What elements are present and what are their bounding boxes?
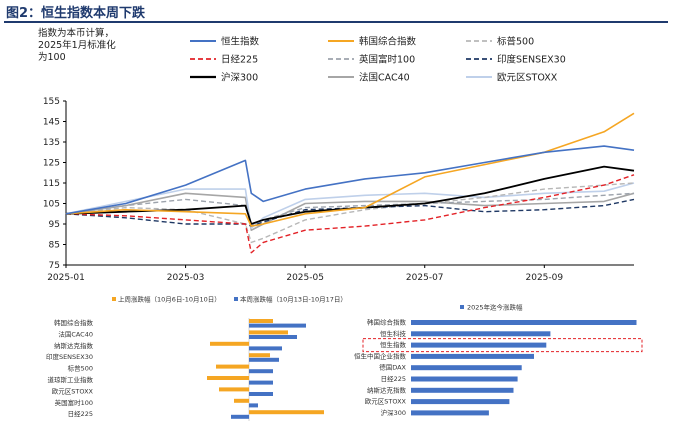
left-bar [231,414,249,419]
left-bar [249,335,297,339]
series-line-6 [65,165,635,225]
left-bar-category: 标普500 [68,364,93,373]
left-bar [249,330,288,335]
left-bar [249,380,273,385]
right-legend-entry: 2025年迄今涨跌幅 [467,303,523,312]
legend-entry: 标普500 [497,36,534,48]
x-tick-label: 2025-09 [526,273,564,283]
legend-entry: 韩国综合指数 [359,36,417,48]
right-bar [411,410,489,416]
right-bar-category: 沪深300 [381,408,406,417]
left-bar-category: 道琼斯工业指数 [48,375,94,384]
left-bar [234,398,249,403]
y-tick-label: 155 [43,97,60,107]
series-line-4 [65,192,635,225]
x-tick-label: 2025-01 [47,273,85,283]
right-bar [411,376,518,382]
legend-entry: 日经225 [221,54,258,66]
left-bar [249,403,258,408]
left-bar-category: 日经225 [68,409,93,418]
y-tick-label: 85 [49,241,60,251]
right-bar-category: 日经225 [381,374,406,383]
right-bar-category: 恒生科技 [380,329,407,338]
figure-title: 图2：恒生指数本周下跌 [6,6,146,21]
highlight-box [362,338,643,353]
legend-entry: 印度SENSEX30 [497,54,566,66]
right-bar [411,387,514,393]
right-bar [411,320,637,325]
left-legend-swatch [234,297,238,301]
legend-entry: 沪深300 [221,72,258,84]
right-bar-category: 德国DAX [379,363,406,372]
x-tick-label: 2025-07 [406,273,444,283]
series-line-8 [65,182,635,229]
series-line-1 [65,112,635,227]
left-bar-category: 欧元区STOXX [52,386,94,395]
left-legend-entry: 本周涨跌幅（10月13日-10月17日） [240,295,347,304]
x-tick-label: 2025-03 [167,273,205,283]
y-axis-label-line: 指数为本币计算， [38,27,114,39]
left-bar [216,364,249,369]
series-line-3 [65,174,635,254]
y-tick-label: 135 [43,138,60,148]
series-line-0 [65,145,635,215]
x-tick-label: 2025-05 [286,273,324,283]
left-bar [249,323,306,328]
left-bar [207,376,249,380]
left-bar [219,387,249,392]
right-bar-category: 恒生指数 [380,340,407,349]
left-bar-category: 英国富时100 [55,398,93,407]
y-tick-label: 95 [49,220,60,230]
y-tick-label: 145 [43,118,60,128]
left-legend-swatch [112,297,116,301]
y-tick-label: 115 [43,179,60,189]
left-bar [249,410,324,415]
right-bar [411,399,510,405]
right-bar [411,342,547,348]
series-line-5 [65,198,635,227]
left-bar [249,357,279,362]
legend-entry: 法国CAC40 [359,72,410,84]
left-legend-entry: 上周涨跌幅（10月6日-10月10日） [118,295,221,304]
legend-entry: 英国富时100 [359,54,415,66]
right-bar [411,331,551,337]
y-axis-label-line: 为100 [38,51,66,63]
series-line-7 [65,192,635,231]
right-bar-category: 纳斯达克指数 [367,385,407,394]
left-bar [249,369,273,374]
right-bar-category: 恒生中国企业指数 [354,351,407,360]
right-bar-category: 欧元区STOXX [365,397,407,406]
y-tick-label: 75 [49,261,60,271]
left-bar-category: 印度SENSEX30 [46,352,93,361]
title-rule [4,21,668,23]
right-bar [411,365,522,371]
left-bar-category: 韩国综合指数 [54,318,94,327]
right-bar [411,353,534,359]
y-tick-label: 125 [43,159,60,169]
y-tick-label: 105 [43,200,60,210]
legend-entry: 欧元区STOXX [497,72,558,84]
left-bar [249,353,270,358]
left-bar [249,392,273,396]
left-bar [249,319,273,323]
legend-entry: 恒生指数 [221,36,260,48]
left-bar [210,341,249,346]
left-bar-category: 纳斯达克指数 [54,341,94,350]
left-bar [249,346,282,351]
right-legend-swatch [460,305,464,309]
right-bar-category: 韩国综合指数 [367,318,407,327]
left-bar-category: 法国CAC40 [58,329,93,338]
y-axis-label-line: 2025年1月标准化 [38,39,116,51]
series-line-2 [65,182,635,244]
